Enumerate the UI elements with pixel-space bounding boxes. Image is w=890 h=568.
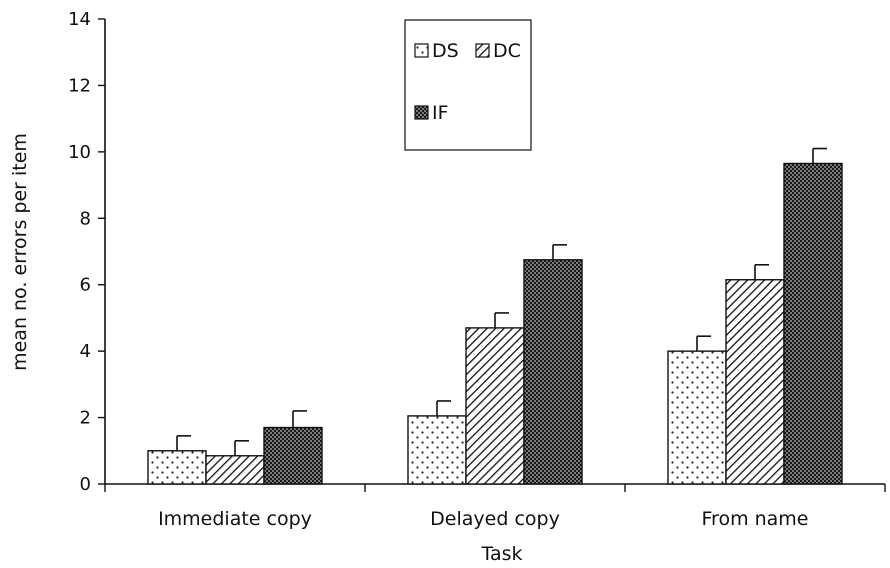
y-tick-label: 0 — [80, 474, 91, 495]
legend-swatch-dc — [475, 43, 490, 58]
bar-if — [523, 259, 583, 485]
error-bars — [176, 147, 827, 456]
legend-swatch-if — [414, 105, 429, 120]
bar-if — [263, 426, 323, 485]
legend-swatch-ds — [414, 43, 429, 58]
y-axis-label: mean no. errors per item — [9, 133, 31, 371]
bars — [147, 162, 843, 485]
y-tick-label: 12 — [68, 75, 91, 96]
legend-label-dc: DC — [493, 40, 521, 62]
x-category-label: From name — [702, 508, 809, 530]
y-tick-label: 8 — [80, 208, 91, 229]
y-tick-label: 14 — [68, 9, 91, 30]
y-tick-label: 10 — [68, 142, 91, 163]
x-axis-label: Task — [480, 543, 522, 565]
legend-frame — [404, 19, 532, 151]
y-tick-label: 4 — [80, 341, 91, 362]
bar-dc — [205, 455, 265, 485]
bar-ds — [147, 450, 207, 485]
x-axis-categories: Immediate copy Delayed copy From name — [104, 484, 886, 530]
legend: DS DC IF — [404, 19, 532, 151]
y-tick-label: 6 — [80, 275, 91, 296]
x-category-label: Delayed copy — [430, 508, 560, 530]
bar-ds — [407, 415, 467, 485]
legend-label-if: IF — [432, 102, 449, 124]
x-category-label: Immediate copy — [158, 508, 312, 530]
bar-ds — [667, 350, 727, 485]
y-axis-ticks: 0 2 4 6 8 10 12 14 — [68, 9, 105, 495]
y-tick-label: 2 — [80, 408, 91, 429]
bar-if — [783, 162, 843, 485]
legend-label-ds: DS — [432, 40, 459, 62]
bar-dc — [465, 327, 525, 485]
bar-dc — [725, 279, 785, 485]
